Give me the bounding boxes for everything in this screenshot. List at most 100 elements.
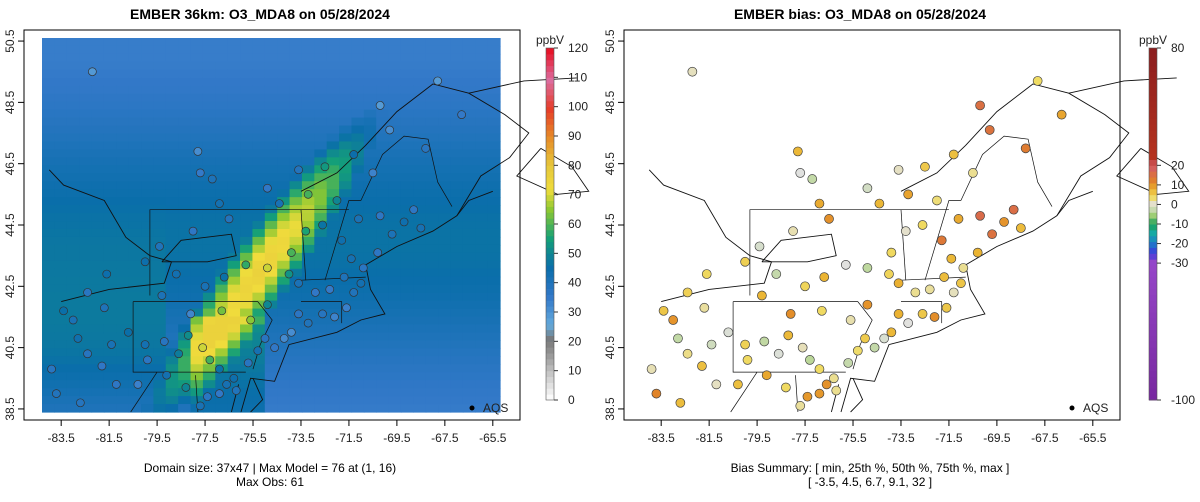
heatmap-cell [79, 125, 93, 135]
heatmap-cell [128, 205, 142, 214]
heatmap-cell [289, 388, 303, 397]
bias-colorbar-segment [1149, 394, 1157, 401]
bias-station-marker [929, 312, 940, 322]
heatmap-cell [400, 85, 414, 95]
heatmap-cell [462, 165, 476, 174]
heatmap-cell [314, 38, 328, 47]
heatmap-cell [165, 244, 179, 254]
obs-station-marker [200, 281, 210, 291]
heatmap-cell [128, 197, 142, 206]
heatmap-cell [339, 157, 353, 166]
heatmap-cell [240, 308, 254, 318]
model-colorbar-segment [546, 141, 554, 149]
bias-station-marker [816, 305, 827, 316]
bias-colorbar-segment [1149, 171, 1157, 178]
heatmap-cell [438, 236, 452, 246]
heatmap-cell [202, 292, 216, 302]
heatmap-cell [487, 372, 501, 381]
heatmap-cell [413, 197, 427, 206]
obs-station-marker [205, 355, 215, 365]
heatmap-cell [388, 252, 402, 262]
heatmap-cell [240, 221, 254, 230]
bias-station-marker [757, 290, 767, 301]
heatmap-cell [54, 316, 68, 326]
heatmap-cell [54, 205, 68, 214]
heatmap-cell [128, 69, 142, 79]
obs-station-marker [346, 254, 356, 264]
obs-station-marker [263, 263, 272, 273]
heatmap-cell [42, 93, 55, 103]
heatmap-cell [277, 236, 291, 246]
heatmap-cell [202, 165, 216, 174]
obs-station-marker [457, 110, 466, 119]
heatmap-cell [462, 133, 476, 143]
heatmap-cell [190, 38, 204, 47]
heatmap-cell [301, 77, 315, 87]
heatmap-cell [314, 284, 328, 294]
heatmap-cell [438, 109, 452, 119]
heatmap-cell [388, 101, 402, 111]
heatmap-cell [252, 292, 266, 302]
bias-legend-label: AQS [1083, 401, 1108, 415]
heatmap-cell [438, 69, 452, 79]
heatmap-cell [289, 340, 303, 349]
heatmap-cell [388, 268, 402, 278]
heatmap-cell [42, 276, 55, 286]
heatmap-cell [252, 260, 266, 270]
bias-colorbar-segment [1149, 364, 1157, 372]
heatmap-cell [252, 149, 266, 158]
heatmap-cell [103, 157, 117, 166]
heatmap-cell [264, 260, 278, 270]
heatmap-cell [376, 316, 390, 326]
heatmap-cell [388, 316, 402, 326]
heatmap-cell [388, 61, 402, 71]
heatmap-cell [388, 157, 402, 166]
heatmap-cell [79, 324, 93, 334]
heatmap-cell [165, 324, 179, 334]
heatmap-cell [252, 141, 266, 151]
model-colorbar-segment [546, 165, 554, 172]
heatmap-cell [264, 173, 278, 182]
heatmap-cell [264, 308, 278, 318]
heatmap-cell [289, 173, 303, 182]
heatmap-cell [66, 324, 80, 334]
heatmap-cell [116, 69, 130, 79]
bias-colorbar-segment [1149, 235, 1157, 243]
heatmap-cell [339, 356, 353, 365]
model-coast-line [161, 233, 237, 263]
heatmap-cell [227, 221, 241, 230]
heatmap-cell [339, 109, 353, 119]
heatmap-cell [116, 53, 130, 63]
obs-station-marker [270, 343, 279, 352]
heatmap-cell [326, 69, 340, 79]
heatmap-cell [128, 53, 142, 63]
heatmap-cell [141, 77, 155, 87]
heatmap-cell [215, 181, 229, 190]
heatmap-cell [264, 364, 278, 373]
bias-x-tick-label: -71.5 [935, 431, 963, 445]
heatmap-cell [301, 173, 315, 182]
heatmap-cell [339, 308, 353, 318]
heatmap-cell [252, 364, 266, 373]
heatmap-cell [326, 141, 340, 151]
bias-station-marker [785, 309, 796, 319]
heatmap-cell [128, 388, 142, 397]
heatmap-cell [301, 324, 315, 334]
heatmap-cell [388, 93, 402, 103]
obs-station-marker [294, 309, 303, 319]
heatmap-cell [351, 38, 365, 47]
heatmap-cell [227, 244, 241, 254]
bias-station-marker [879, 333, 890, 344]
heatmap-cell [240, 133, 254, 143]
heatmap-cell [425, 157, 439, 166]
bias-station-marker [733, 379, 743, 390]
bias-station-marker [953, 214, 964, 224]
model-colorbar-segment [546, 370, 554, 378]
heatmap-cell [339, 252, 353, 262]
heatmap-cell [153, 372, 167, 381]
heatmap-cell [277, 101, 291, 111]
bias-y-tick-label: 48.5 [603, 90, 617, 114]
heatmap-cell [128, 117, 142, 127]
model-x-tick-label: -71.5 [335, 431, 363, 445]
heatmap-cell [141, 181, 155, 190]
